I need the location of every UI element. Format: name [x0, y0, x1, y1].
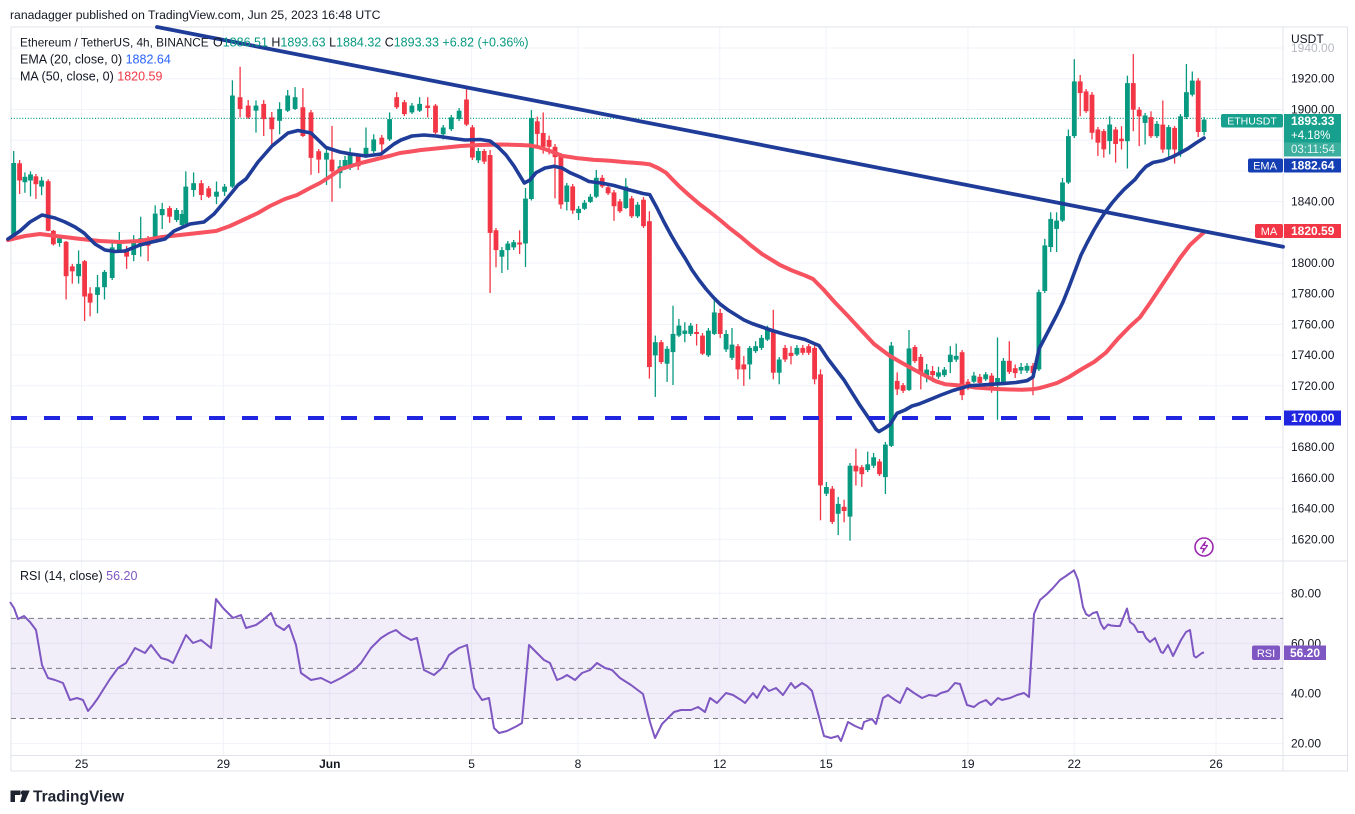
svg-text:03:11:54: 03:11:54 — [1291, 144, 1336, 156]
svg-text:1820.59: 1820.59 — [1291, 224, 1335, 238]
svg-text:MA (50, close, 0) 1820.59: MA (50, close, 0) 1820.59 — [20, 70, 162, 84]
svg-text:1800.00: 1800.00 — [1291, 256, 1335, 270]
svg-text:40.00: 40.00 — [1291, 687, 1321, 701]
svg-text:1700.00: 1700.00 — [1291, 411, 1335, 425]
svg-text:1780.00: 1780.00 — [1291, 287, 1335, 301]
svg-text:1740.00: 1740.00 — [1291, 348, 1335, 362]
svg-text:12: 12 — [713, 757, 727, 771]
svg-text:1940.00: 1940.00 — [1291, 41, 1335, 55]
svg-text:1840.00: 1840.00 — [1291, 195, 1335, 209]
svg-text:1720.00: 1720.00 — [1291, 379, 1335, 393]
svg-text:USDT: USDT — [1291, 32, 1324, 46]
svg-text:8: 8 — [575, 757, 582, 771]
svg-text:TradingView: TradingView — [33, 789, 125, 806]
svg-text:20.00: 20.00 — [1291, 737, 1321, 751]
svg-text:15: 15 — [819, 757, 833, 771]
svg-text:1882.64: 1882.64 — [1291, 159, 1335, 173]
svg-text:EMA: EMA — [1253, 161, 1278, 173]
svg-text:1900.00: 1900.00 — [1291, 102, 1335, 116]
svg-text:1893.33: 1893.33 — [1291, 114, 1335, 128]
svg-text:19: 19 — [961, 757, 975, 771]
svg-text:26: 26 — [1209, 757, 1223, 771]
svg-text:EMA (20, close, 0) 1882.64: EMA (20, close, 0) 1882.64 — [20, 53, 171, 67]
svg-text:1760.00: 1760.00 — [1291, 317, 1335, 331]
svg-text:O1886.51 H1893.63 L1884.32: O1886.51 H1893.63 L1884.32 C1893.33 +6.8… — [213, 36, 529, 50]
svg-text:1640.00: 1640.00 — [1291, 502, 1335, 516]
svg-text:22: 22 — [1068, 757, 1082, 771]
svg-text:25: 25 — [75, 757, 89, 771]
svg-text:MA: MA — [1261, 226, 1278, 238]
svg-text:5: 5 — [468, 757, 475, 771]
svg-text:1680.00: 1680.00 — [1291, 440, 1335, 454]
svg-text:Jun: Jun — [319, 757, 340, 771]
svg-text:+4.18%: +4.18% — [1291, 130, 1330, 142]
svg-text:80.00: 80.00 — [1291, 586, 1321, 600]
svg-text:Ethereum / TetherUS, 4h, BINAN: Ethereum / TetherUS, 4h, BINANCE — [20, 36, 209, 50]
svg-text:56.20: 56.20 — [1290, 646, 1320, 660]
svg-text:1660.00: 1660.00 — [1291, 471, 1335, 485]
svg-text:29: 29 — [217, 757, 231, 771]
svg-text:1620.00: 1620.00 — [1291, 532, 1335, 546]
svg-text:ranadagger published on Tradin: ranadagger published on TradingView.com,… — [10, 8, 381, 22]
svg-text:RSI (14, close) 56.20: RSI (14, close) 56.20 — [20, 569, 137, 583]
svg-text:ETHUSDT: ETHUSDT — [1227, 115, 1277, 127]
svg-text:RSI: RSI — [1257, 648, 1275, 660]
svg-text:1920.00: 1920.00 — [1291, 72, 1335, 86]
